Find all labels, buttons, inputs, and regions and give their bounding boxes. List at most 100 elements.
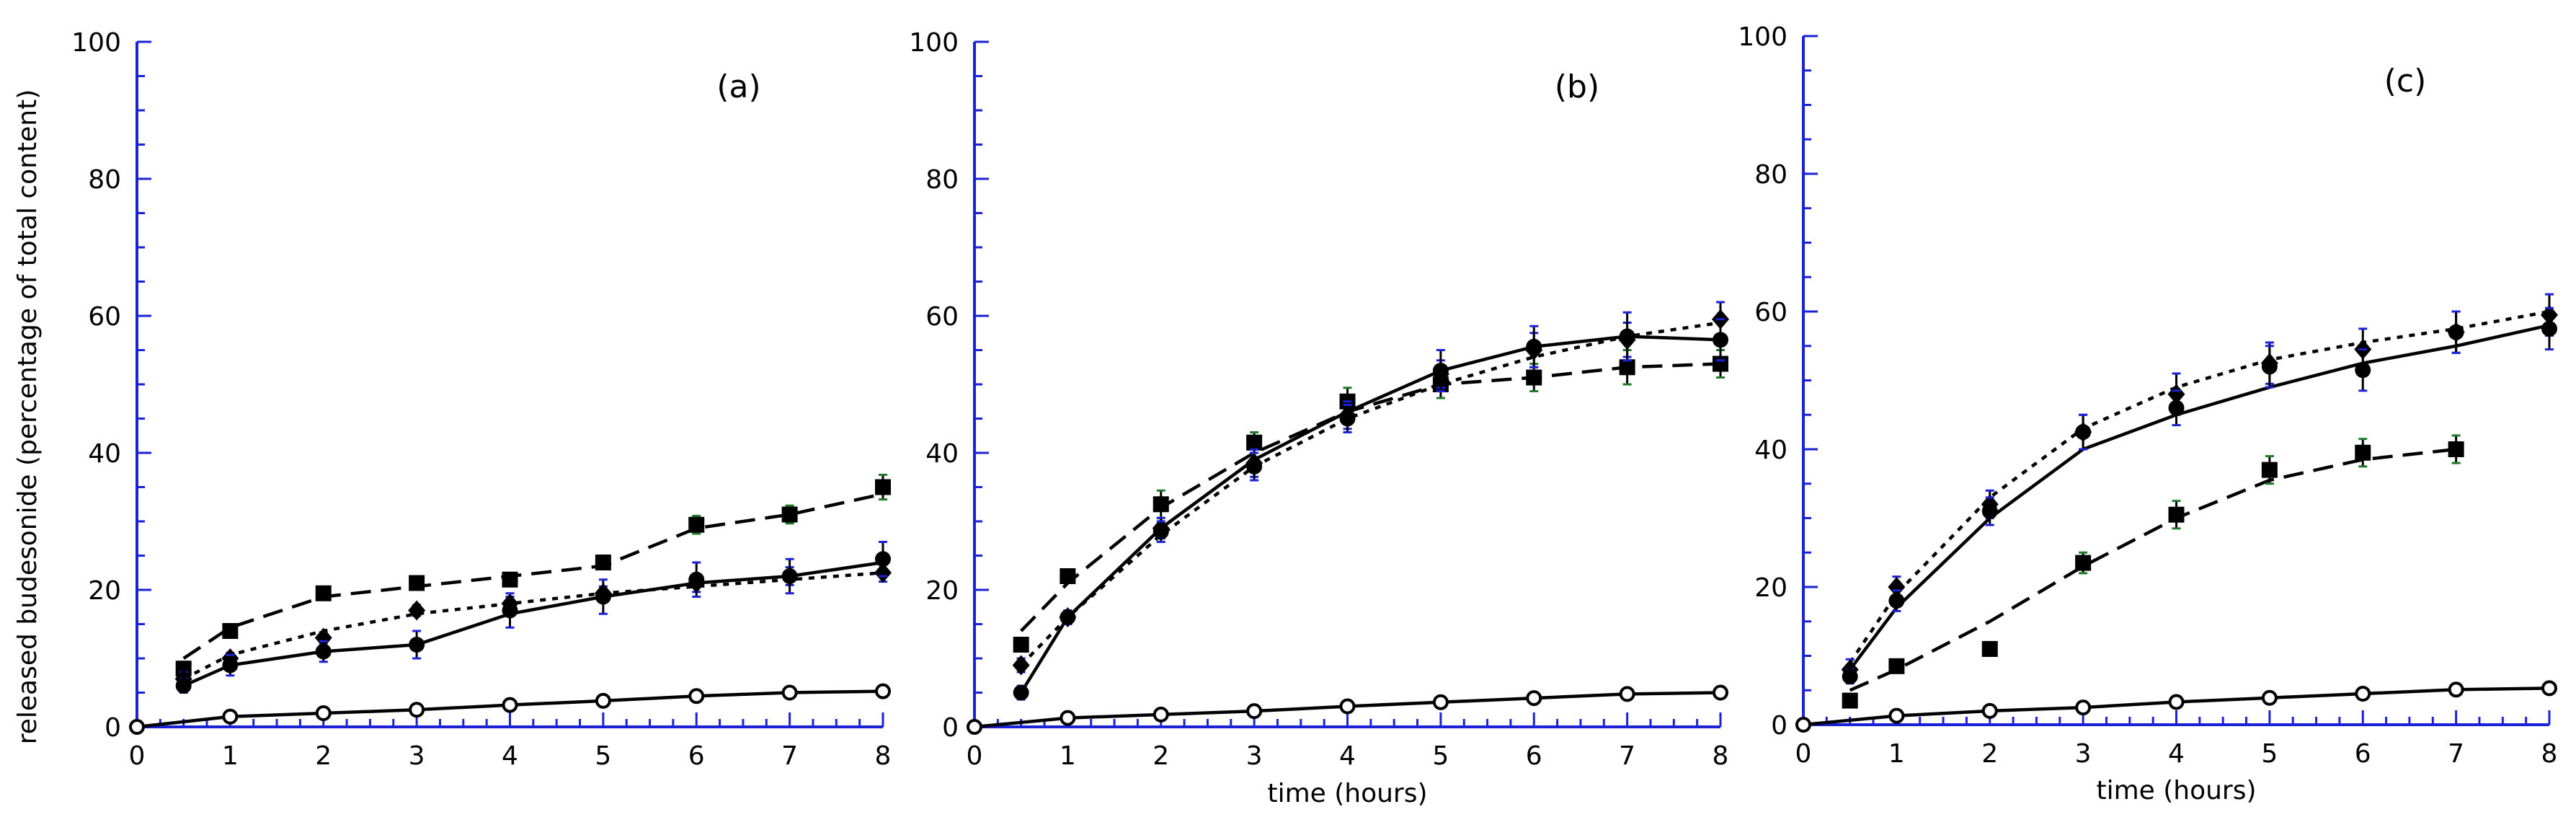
data-point-circle (2168, 399, 2185, 416)
series-open-circles (967, 684, 1728, 735)
x-tick-label: 1 (1888, 739, 1905, 769)
data-point-square (875, 479, 891, 495)
x-tick-label: 5 (2261, 739, 2278, 769)
data-point-diamond (1888, 577, 1906, 597)
series-line (1020, 362, 1721, 632)
y-tick-label: 40 (925, 439, 959, 469)
data-point-circle (1713, 332, 1728, 348)
data-point-square (1013, 637, 1029, 653)
data-point-circle (1981, 503, 1998, 519)
y-axis-label: released budesonide (percentage of total… (13, 89, 43, 745)
y-tick-label: 0 (1771, 711, 1787, 741)
x-tick-label: 2 (1152, 741, 1169, 771)
y-tick-label: 20 (88, 576, 121, 606)
x-axis-label: time (hours) (2096, 776, 2256, 805)
data-point-circle (2541, 320, 2557, 337)
data-point-square (1152, 496, 1169, 513)
data-point-diamond (408, 600, 426, 621)
data-point-open-circle (2075, 699, 2092, 716)
series-diamonds (1012, 301, 1729, 676)
x-tick-label: 8 (1713, 741, 1729, 771)
x-axis-label: time (hours) (1267, 779, 1427, 808)
data-point-square (315, 585, 332, 601)
y-tick-label: 100 (1738, 22, 1787, 52)
data-point-open-circle (222, 708, 239, 725)
data-point-open-circle (1246, 703, 1263, 720)
data-point-circle (1060, 609, 1076, 625)
data-point-circle (1619, 328, 1635, 345)
series-squares (175, 473, 891, 677)
x-tick-label: 3 (1246, 741, 1263, 771)
y-tick-label: 80 (88, 165, 121, 195)
data-point-open-circle (502, 697, 518, 713)
data-point-circle (688, 571, 705, 588)
data-point-diamond (1012, 655, 1030, 676)
y-tick-label: 20 (925, 576, 959, 606)
x-tick-label: 4 (2168, 739, 2185, 769)
panel-label: (c) (2384, 63, 2427, 100)
x-tick-label: 0 (967, 741, 983, 771)
series-diamonds (1841, 293, 2558, 681)
data-point-circle (781, 568, 798, 584)
x-tick-label: 1 (222, 741, 239, 771)
data-point-circle (1339, 410, 1356, 427)
data-point-open-circle (1060, 710, 1076, 726)
data-point-circle (315, 643, 332, 660)
data-point-circle (1526, 338, 1542, 355)
data-point-open-circle (688, 688, 705, 705)
data-point-open-circle (1526, 690, 1542, 707)
series-line (1849, 447, 2456, 692)
series-line (1020, 321, 1721, 667)
data-point-circle (1842, 668, 1858, 685)
data-point-open-circle (1339, 698, 1356, 715)
data-point-circle (1246, 459, 1263, 474)
data-point-open-circle (2355, 686, 2371, 702)
data-point-square (222, 623, 239, 639)
y-tick-label: 80 (925, 165, 959, 195)
data-point-square (595, 555, 611, 570)
x-tick-label: 1 (1060, 741, 1076, 771)
x-tick-label: 8 (2541, 739, 2558, 769)
data-point-square (2448, 441, 2464, 457)
chart-panel-b: 0 20 40 60 80 100 0 1 2 3 4 5 6 7 8 (b) time (hours) (909, 28, 1729, 808)
x-tick-label: 0 (129, 741, 146, 771)
chart-panel-c: 0 20 40 60 80 100 0 1 2 3 4 5 6 7 8 (c) time (hours) (1738, 22, 2558, 805)
data-point-open-circle (1888, 707, 1905, 724)
data-point-square (1888, 658, 1905, 674)
data-point-open-circle (1713, 684, 1728, 701)
x-tick-label: 0 (1795, 739, 1812, 769)
data-point-circle (1152, 524, 1169, 540)
data-point-square (2355, 444, 2371, 461)
series-line (1848, 309, 2550, 664)
data-point-open-circle (2541, 680, 2557, 697)
data-point-square (2261, 462, 2278, 478)
series-line (1019, 335, 1721, 694)
y-tick-label: 40 (88, 439, 121, 469)
data-point-open-circle (1981, 702, 1998, 719)
data-point-diamond (314, 627, 332, 648)
series-line (182, 571, 884, 681)
data-point-circle (175, 678, 192, 694)
data-point-square (688, 516, 705, 533)
data-point-circle (1013, 684, 1029, 701)
x-tick-label: 8 (875, 741, 892, 771)
y-tick-label: 60 (88, 302, 121, 332)
data-point-circle (1888, 593, 1905, 609)
data-point-circle (502, 602, 518, 619)
data-point-circle (2448, 324, 2464, 340)
series-open-circles (129, 683, 891, 735)
data-point-circle (409, 637, 425, 653)
data-point-square (1619, 359, 1635, 376)
x-tick-label: 3 (2075, 739, 2092, 769)
series-line (182, 560, 884, 688)
data-point-circle (875, 551, 891, 568)
x-tick-label: 4 (502, 741, 518, 771)
x-tick-label: 3 (409, 741, 425, 771)
series-squares (1842, 434, 2464, 709)
data-point-open-circle (2261, 689, 2278, 706)
data-point-circle (2261, 358, 2278, 375)
data-point-circle (2075, 424, 2092, 441)
data-point-open-circle (2448, 681, 2464, 698)
y-tick-label: 0 (105, 713, 121, 743)
y-tick-label: 0 (942, 713, 959, 743)
